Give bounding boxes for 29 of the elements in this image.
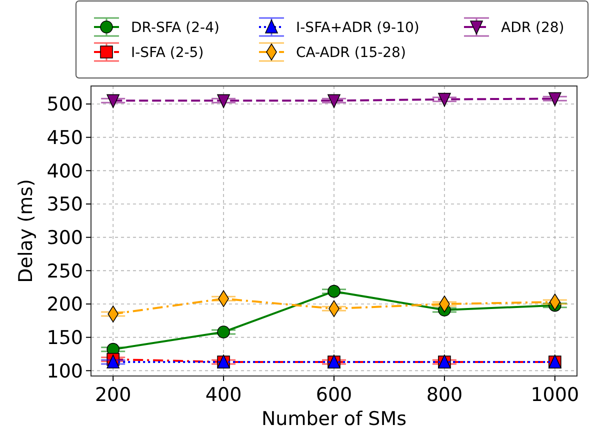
legend-label: DR-SFA (2-4) bbox=[131, 20, 220, 36]
y-tick-label: 450 bbox=[46, 126, 83, 149]
point bbox=[217, 94, 230, 108]
y-tick-label: 150 bbox=[46, 326, 83, 349]
y-tick-label: 250 bbox=[46, 260, 83, 282]
y-tick-label: 300 bbox=[46, 226, 83, 249]
x-tick-label: 1000 bbox=[530, 384, 580, 406]
point bbox=[217, 326, 230, 338]
point bbox=[328, 284, 340, 298]
legend-label: ADR (28) bbox=[501, 20, 564, 36]
y-tick-label: 350 bbox=[46, 194, 83, 216]
y-tick-label: 100 bbox=[46, 360, 83, 382]
legend-label: CA-ADR (15-28) bbox=[296, 44, 406, 61]
x-tick-label: 800 bbox=[426, 384, 463, 406]
x-axis-title: Number of SMs bbox=[261, 408, 407, 430]
y-axis-title: Delay (ms) bbox=[15, 179, 37, 283]
legend-label: I-SFA (2-5) bbox=[131, 44, 204, 61]
x-tick-label: 200 bbox=[94, 384, 132, 406]
y-tick-label: 400 bbox=[46, 160, 83, 182]
x-tick-label: 600 bbox=[316, 384, 352, 406]
point bbox=[328, 94, 340, 108]
y-tick-label: 500 bbox=[46, 94, 83, 116]
legend-label: I-SFA+ADR (9-10) bbox=[296, 20, 420, 36]
point bbox=[438, 92, 451, 107]
y-tick-label: 200 bbox=[46, 294, 83, 316]
point bbox=[548, 92, 562, 106]
x-tick-label: 400 bbox=[205, 384, 242, 406]
point bbox=[106, 354, 120, 368]
point bbox=[106, 94, 120, 108]
